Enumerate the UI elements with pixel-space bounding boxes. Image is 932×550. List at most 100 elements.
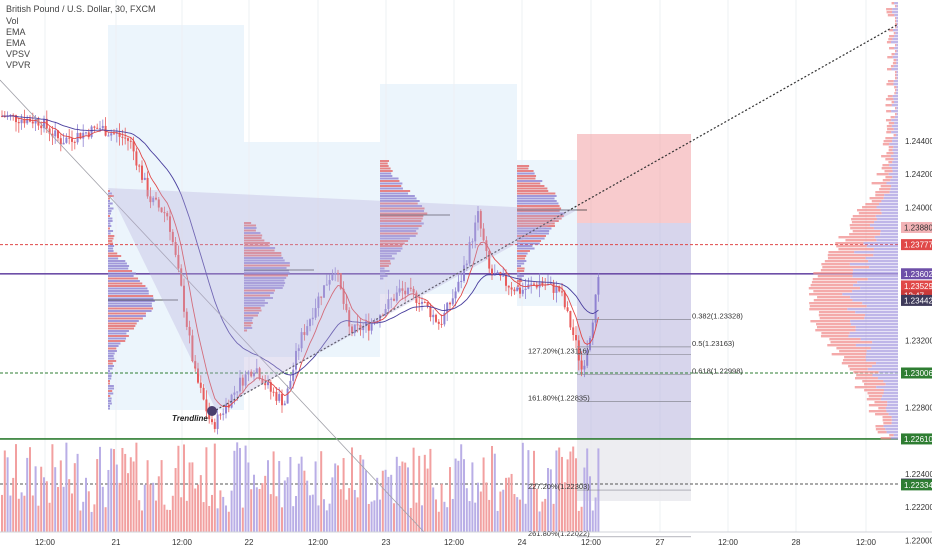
- candle-body: [370, 322, 373, 331]
- diagonal-line[interactable]: [0, 79, 425, 533]
- trendline-ray[interactable]: [215, 21, 903, 411]
- profile-bar: [889, 143, 898, 146]
- volume-bar: [85, 477, 87, 532]
- candle-body: [188, 326, 191, 336]
- profile-bar: [886, 182, 898, 185]
- profile-bar: [816, 326, 856, 329]
- profile-bar: [858, 212, 882, 215]
- candle-body: [191, 335, 194, 362]
- volume-bar: [157, 476, 160, 532]
- session-profile-bar: [108, 245, 115, 247]
- session-profile-bar: [244, 239, 265, 242]
- session-profile-bar: [380, 205, 423, 207]
- candle-body: [583, 365, 586, 370]
- candle-body: [113, 133, 115, 135]
- profile-bar: [892, 95, 898, 98]
- candle-body: [412, 288, 415, 293]
- session-profile-bar: [517, 172, 535, 175]
- session-profile-bar: [380, 262, 391, 265]
- volume-bar: [199, 475, 202, 532]
- candle-body: [292, 369, 295, 381]
- candle-body: [451, 298, 454, 305]
- volume-bar: [454, 458, 457, 532]
- profile-bar: [871, 365, 898, 368]
- candle-body: [580, 360, 583, 370]
- candle-body: [356, 324, 359, 326]
- profile-bar: [893, 83, 898, 86]
- volume-bar: [376, 477, 379, 532]
- profile-bar: [882, 179, 891, 182]
- candle-body: [236, 391, 239, 393]
- time-axis[interactable]: 12:00 21 12:00 22 12:00 23 12:00 24 12:00 27 12:00…: [0, 531, 932, 547]
- profile-bar: [887, 80, 894, 83]
- candle-body: [485, 240, 488, 251]
- volume-bar: [575, 458, 577, 532]
- volume-bar: [278, 461, 281, 532]
- candle-body: [502, 275, 505, 277]
- candle-body: [68, 137, 71, 139]
- volume-bar: [45, 481, 48, 532]
- candle-body: [149, 196, 152, 203]
- candle-body: [138, 165, 141, 167]
- volume-bar: [152, 482, 155, 532]
- profile-bar: [857, 281, 898, 284]
- profile-bar: [869, 266, 898, 269]
- profile-bar: [864, 383, 886, 386]
- session-profile-bar: [380, 215, 424, 217]
- session-profile-bar: [517, 225, 555, 227]
- session-profile-bar: [380, 172, 392, 175]
- volume-bar: [384, 469, 387, 532]
- take-profit-zone[interactable]: [577, 223, 691, 439]
- price-tag-label: 1.22334: [904, 481, 932, 490]
- trendline-anchor[interactable]: [207, 406, 217, 416]
- candle-body: [202, 387, 205, 400]
- fib-label: 0.618(1.22998): [692, 366, 743, 375]
- profile-bar: [896, 113, 898, 116]
- profile-bar: [870, 224, 898, 227]
- volume-bar: [26, 457, 29, 532]
- session-profile-bar: [108, 367, 113, 370]
- price-tag: [901, 479, 932, 491]
- candle-body: [199, 382, 202, 388]
- candle-body: [219, 414, 222, 416]
- profile-bar: [895, 74, 897, 77]
- stop-loss-zone[interactable]: [577, 134, 691, 223]
- volume-bar: [432, 487, 435, 532]
- profile-bar: [886, 41, 891, 44]
- session-profile-bar: [108, 202, 113, 205]
- session-profile-bar: [380, 232, 418, 235]
- profile-bar: [847, 308, 898, 311]
- profile-bar: [873, 227, 898, 230]
- candle-body: [124, 137, 127, 139]
- volume-bar: [387, 476, 390, 532]
- volume-bar: [331, 477, 334, 532]
- profile-bar: [866, 359, 898, 362]
- profile-bar: [883, 392, 898, 395]
- session-profile-bar: [380, 275, 388, 277]
- volume-bar: [29, 447, 31, 532]
- profile-bar: [845, 239, 877, 242]
- horizontal-lines[interactable]: [0, 244, 898, 485]
- session-profile-bar: [244, 287, 283, 289]
- volume-bar: [135, 442, 138, 532]
- session-profile-bar: [380, 220, 422, 222]
- volume-bar: [230, 490, 233, 532]
- session-profile-bar: [244, 277, 287, 279]
- session-profile-bar: [244, 224, 257, 227]
- volume-bar: [505, 477, 507, 532]
- price-tick-label: 1.24400: [905, 137, 932, 146]
- session-profile-bar: [517, 165, 530, 167]
- profile-bar: [896, 5, 898, 8]
- session-profile-bar: [108, 215, 110, 217]
- profile-bar: [883, 380, 898, 383]
- price-tick-label: 1.23200: [905, 337, 932, 346]
- volume-bar: [51, 444, 54, 532]
- candle-body: [507, 285, 510, 288]
- volume-bar: [421, 505, 423, 532]
- session-profile-bar: [108, 360, 117, 362]
- candle-body: [597, 277, 600, 295]
- volume-bar: [521, 442, 524, 532]
- session-profile-bar: [244, 312, 259, 314]
- profile-bar: [892, 11, 898, 14]
